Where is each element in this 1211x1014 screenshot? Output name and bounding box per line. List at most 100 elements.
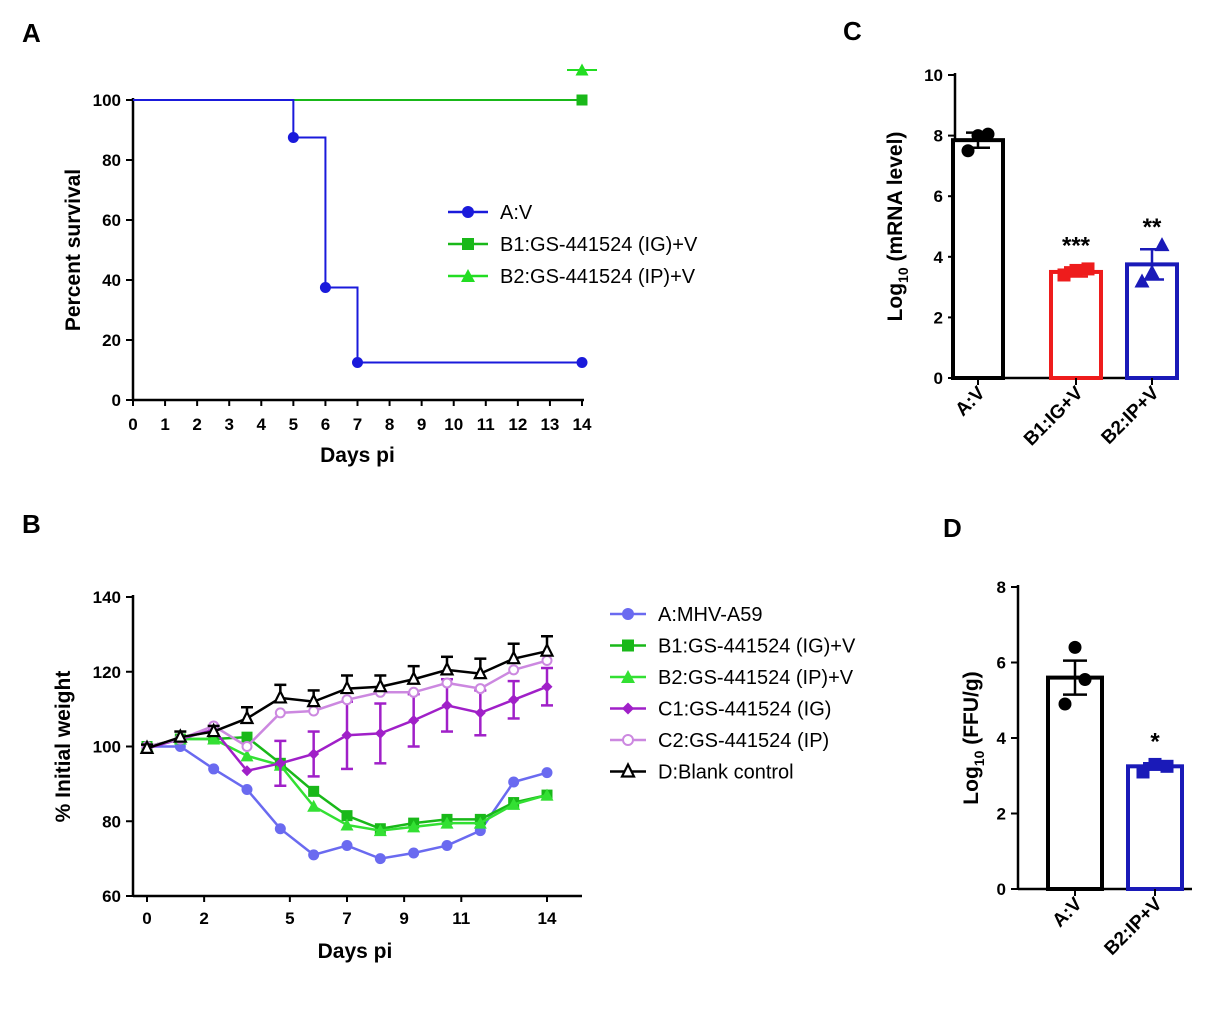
x-tick-label: B1:IG+V xyxy=(1020,382,1088,450)
data-point xyxy=(541,767,553,779)
data-point xyxy=(474,707,486,719)
y-tick-label: 60 xyxy=(102,211,121,230)
panel-label-d: D xyxy=(943,513,962,543)
y-axis-title: % Initial weight xyxy=(52,671,75,823)
data-point xyxy=(407,820,421,833)
data-point xyxy=(239,709,255,725)
legend-label: B2:GS-441524 (IP)+V xyxy=(500,266,696,288)
y-tick-label: 60 xyxy=(102,887,121,906)
data-point xyxy=(341,840,353,852)
y-tick-label: 100 xyxy=(93,91,121,110)
y-tick-label: 4 xyxy=(934,248,944,267)
x-tick-label: 3 xyxy=(224,415,233,434)
data-point xyxy=(340,818,354,831)
data-point xyxy=(319,282,331,293)
data-point xyxy=(1154,237,1170,252)
data-point xyxy=(1136,765,1150,779)
legend-marker xyxy=(622,734,634,746)
bar xyxy=(1126,764,1184,891)
data-point xyxy=(540,788,554,801)
x-tick-label: 2 xyxy=(192,415,201,434)
data-point xyxy=(307,799,321,812)
data-point xyxy=(576,357,588,368)
data-point xyxy=(139,739,155,754)
data-point xyxy=(408,714,420,726)
x-axis-title: Days pi xyxy=(318,940,393,963)
data-point xyxy=(506,649,521,665)
data-point xyxy=(1160,759,1174,773)
bar xyxy=(1049,269,1103,381)
y-tick-label: 0 xyxy=(997,880,1006,899)
data-point xyxy=(1078,672,1092,686)
y-tick-label: 10 xyxy=(924,66,943,85)
data-point xyxy=(1081,262,1095,276)
panel-label-c: C xyxy=(843,16,862,46)
data-point xyxy=(1057,268,1071,282)
data-point xyxy=(1144,264,1160,279)
y-tick-label: 80 xyxy=(102,151,121,170)
y-tick-label: 100 xyxy=(93,738,121,757)
data-point xyxy=(406,670,421,685)
x-tick-label: 2 xyxy=(199,909,208,928)
data-point xyxy=(273,688,288,704)
data-point xyxy=(208,763,220,775)
y-tick-label: 20 xyxy=(102,331,121,350)
significance-label: *** xyxy=(1062,232,1091,259)
legend-label: A:V xyxy=(500,202,533,224)
data-point xyxy=(306,692,321,708)
data-point xyxy=(352,357,363,368)
x-tick-label: 7 xyxy=(342,909,351,928)
y-tick-label: 80 xyxy=(102,812,121,831)
data-point xyxy=(173,728,188,743)
y-axis-title: Log10 (mRNA level) xyxy=(884,132,911,322)
data-point xyxy=(274,823,286,835)
y-tick-label: 40 xyxy=(102,271,121,290)
y-tick-label: 8 xyxy=(934,127,943,146)
data-point xyxy=(341,694,353,706)
data-point xyxy=(308,785,320,797)
legend-label: C1:GS-441524 (IG) xyxy=(658,699,831,721)
x-tick-label: 14 xyxy=(538,909,557,928)
bar xyxy=(951,138,1005,380)
data-point xyxy=(287,132,299,143)
data-point xyxy=(308,849,320,861)
data-point xyxy=(439,660,455,676)
x-tick-label: B2:IP+V xyxy=(1098,382,1164,448)
y-tick-label: 4 xyxy=(997,729,1007,748)
data-point xyxy=(241,783,253,795)
data-point xyxy=(508,664,520,676)
data-point xyxy=(473,664,488,680)
x-tick-label: 1 xyxy=(160,415,169,434)
legend-label: B2:GS-441524 (IP)+V xyxy=(658,667,854,689)
x-tick-label: 0 xyxy=(128,415,137,434)
x-axis-title: Days pi xyxy=(320,444,395,467)
x-tick-label: 11 xyxy=(477,415,495,434)
x-tick-label: 13 xyxy=(540,415,559,434)
legend-marker xyxy=(622,702,634,715)
data-point xyxy=(961,144,975,158)
x-tick-label: 7 xyxy=(353,415,362,434)
series-line xyxy=(133,99,582,364)
data-point xyxy=(981,127,995,141)
x-tick-label: 9 xyxy=(417,415,426,434)
data-point xyxy=(576,94,588,106)
data-point xyxy=(207,732,221,745)
bar xyxy=(1046,675,1104,891)
legend-marker xyxy=(462,238,474,250)
panel-label-b: B xyxy=(22,509,41,539)
x-tick-label: 0 xyxy=(142,909,151,928)
legend-label: A:MHV-A59 xyxy=(658,604,762,626)
data-point xyxy=(1058,697,1072,711)
x-tick-label: A:V xyxy=(1049,893,1087,931)
data-point xyxy=(308,748,320,760)
x-tick-label: 10 xyxy=(444,415,463,434)
legend-marker xyxy=(462,206,474,218)
data-point xyxy=(539,642,555,657)
legend-marker xyxy=(622,608,634,620)
data-point xyxy=(206,722,221,738)
legend-marker xyxy=(620,762,636,778)
x-tick-label: 14 xyxy=(573,415,592,434)
data-point xyxy=(508,776,520,788)
